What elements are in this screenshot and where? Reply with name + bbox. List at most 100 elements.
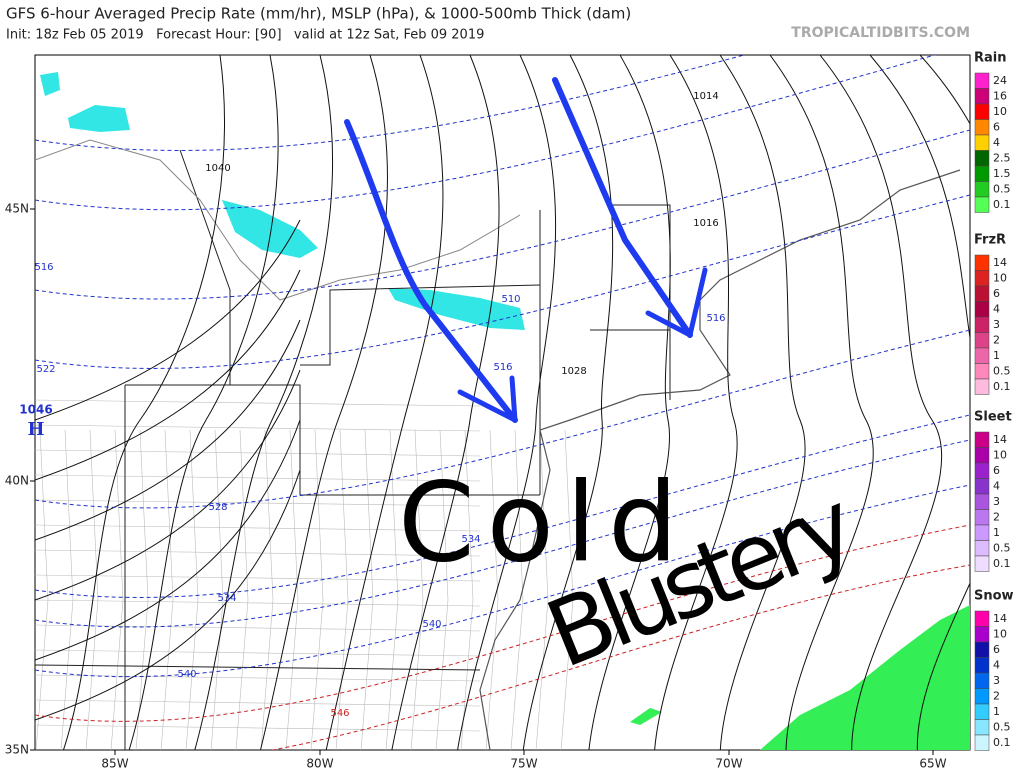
legend-swatch xyxy=(974,165,990,182)
thickness-label: 540 xyxy=(422,619,441,630)
legend-title: Snow xyxy=(974,589,1014,604)
boundary xyxy=(335,429,349,750)
high-marker: H xyxy=(27,419,44,440)
legend-title: Sleet xyxy=(974,410,1012,425)
legend-swatch xyxy=(974,626,990,643)
boundary xyxy=(35,424,481,432)
legend-label: 2 xyxy=(993,334,1000,347)
boundary xyxy=(35,399,481,407)
legend-label: 2 xyxy=(993,690,1000,703)
boundary xyxy=(135,429,149,750)
lon-label: 80W xyxy=(306,757,333,771)
boundary xyxy=(85,429,99,750)
boundary xyxy=(35,674,481,682)
thickness-line xyxy=(35,524,970,722)
boundary xyxy=(110,429,124,750)
legend-swatch xyxy=(974,478,990,495)
legend-label: 2.5 xyxy=(993,152,1011,165)
boundary xyxy=(410,429,424,750)
precip-area xyxy=(222,200,318,258)
boundary xyxy=(510,429,524,750)
pressure-label: 1046 xyxy=(19,403,52,417)
thickness-label: 534 xyxy=(461,534,480,545)
title: GFS 6-hour Averaged Precip Rate (mm/hr),… xyxy=(6,5,631,23)
legend-swatch xyxy=(974,447,990,464)
boundary xyxy=(35,574,481,582)
boundary xyxy=(210,429,224,750)
legend-swatch xyxy=(974,316,990,333)
arrow xyxy=(552,77,693,338)
isobar xyxy=(719,55,806,750)
lon-label: 75W xyxy=(510,757,537,771)
legend-label: 6 xyxy=(993,464,1000,477)
pressure-label: 1016 xyxy=(693,218,718,229)
legend-swatch xyxy=(974,734,990,751)
boundary xyxy=(460,429,474,750)
lat-label: 45N xyxy=(5,202,29,216)
thickness-line xyxy=(35,129,970,300)
isobar xyxy=(35,269,301,481)
legend-label: 1 xyxy=(993,349,1000,362)
boundary xyxy=(560,429,574,750)
map-area xyxy=(34,54,971,751)
arrow-head xyxy=(457,375,518,423)
thickness-line xyxy=(35,55,937,211)
state-line xyxy=(35,664,481,671)
legend-label: 16 xyxy=(993,90,1007,103)
thickness-label: 516 xyxy=(34,262,53,273)
precip-area xyxy=(40,72,60,96)
isobar xyxy=(35,219,301,421)
isobar xyxy=(769,55,874,750)
boundary xyxy=(35,599,481,607)
boundary xyxy=(285,429,299,750)
legend-swatch xyxy=(974,462,990,479)
isobar xyxy=(588,55,671,750)
isobar xyxy=(194,55,333,750)
legend-label: 10 xyxy=(993,272,1007,285)
credit: TROPICALTIDBITS.COM xyxy=(791,25,970,41)
isobar xyxy=(35,319,301,541)
boundary xyxy=(235,429,249,750)
boundary xyxy=(385,429,399,750)
legend-label: 3 xyxy=(993,318,1000,331)
legend-swatch xyxy=(974,657,990,674)
boundary xyxy=(435,429,449,750)
legend-swatch xyxy=(974,88,990,105)
precip-area xyxy=(630,708,662,725)
thickness-line xyxy=(35,329,970,509)
boundary xyxy=(60,429,74,750)
isobar xyxy=(35,419,301,661)
legend-label: 24 xyxy=(993,74,1007,87)
legend-label: 3 xyxy=(993,495,1000,508)
legend-swatch xyxy=(974,254,990,271)
thickness-label: 546 xyxy=(330,708,349,719)
boundary xyxy=(310,429,324,750)
legend-label: 3 xyxy=(993,674,1000,687)
legend-swatch xyxy=(974,285,990,302)
arrow xyxy=(344,119,518,423)
legend-label: 6 xyxy=(993,643,1000,656)
pressure-label: 1028 xyxy=(561,366,586,377)
thickness-label: 528 xyxy=(208,502,227,513)
legend-swatch xyxy=(974,493,990,510)
thickness-label: 516 xyxy=(706,313,725,324)
isobar xyxy=(654,55,738,750)
legend-swatch xyxy=(974,378,990,395)
isobar xyxy=(457,55,557,750)
lon-label: 65W xyxy=(919,757,946,771)
precip-area xyxy=(68,105,130,132)
isobar xyxy=(35,369,301,601)
legend-label: 0.1 xyxy=(993,198,1011,211)
legend-swatch xyxy=(974,103,990,120)
boundary xyxy=(260,429,274,750)
isobar xyxy=(391,55,500,750)
legend-label: 1 xyxy=(993,526,1000,539)
legend-swatch xyxy=(974,363,990,380)
legend-label: 1 xyxy=(993,705,1000,718)
legend-swatch xyxy=(974,524,990,541)
legend-title: Rain xyxy=(974,51,1007,66)
pressure-label: 1014 xyxy=(693,91,718,102)
legend-swatch xyxy=(974,610,990,627)
